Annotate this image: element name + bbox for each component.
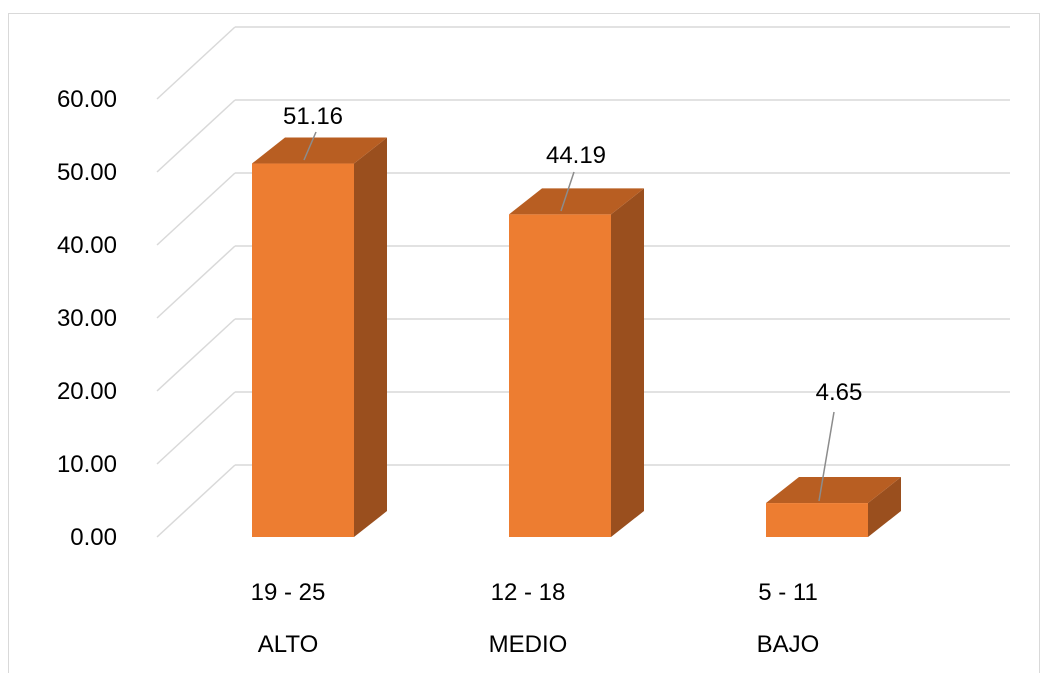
bar-side-face: [611, 188, 644, 537]
data-label: 44.19: [546, 142, 606, 169]
bar-side-face: [354, 137, 387, 538]
category-range-label: 5 - 11: [758, 579, 818, 606]
data-label-leader: [818, 411, 835, 502]
bar-medio: [509, 188, 644, 537]
bar-top-face: [509, 188, 644, 215]
gridline-side: [156, 245, 236, 319]
category-range-label: 12 - 18: [491, 579, 566, 606]
bar-top-face: [252, 137, 387, 164]
category-level-label: ALTO: [258, 631, 318, 658]
bar-bajo: [766, 477, 901, 537]
bar-alto: [252, 137, 387, 538]
y-tick-label: 10.00: [57, 451, 117, 478]
y-tick-label: 60.00: [57, 86, 117, 113]
data-label: 51.16: [283, 103, 343, 130]
category-level-label: MEDIO: [489, 631, 568, 658]
gridline-side: [156, 99, 236, 173]
bar-top-face: [766, 477, 901, 504]
data-labels: 51.16 44.19 4.65: [283, 103, 863, 502]
y-tick-label: 50.00: [57, 159, 117, 186]
y-tick-label: 20.00: [57, 378, 117, 405]
bar-front-face: [252, 163, 354, 538]
data-label-leader: [303, 131, 317, 161]
gridline-side: [156, 318, 236, 392]
y-tick-label: 0.00: [70, 524, 117, 551]
bar-front-face: [509, 214, 611, 537]
gridline-side: [156, 172, 236, 246]
bar-front-face: [766, 503, 868, 537]
chart-frame: [8, 13, 1040, 673]
data-label: 4.65: [816, 379, 863, 406]
data-label-leader: [560, 171, 575, 212]
y-axis: 0.00 10.00 20.00 30.00 40.00 50.00 60.00: [57, 86, 117, 551]
gridline-side: [156, 391, 236, 465]
category-level-label: BAJO: [757, 631, 820, 658]
bar-side-face: [868, 477, 901, 537]
gridline-side: [156, 464, 236, 538]
x-axis-categories: 19 - 25 ALTO 12 - 18 MEDIO 5 - 11 BAJO: [251, 579, 820, 658]
y-tick-label: 40.00: [57, 232, 117, 259]
y-tick-label: 30.00: [57, 305, 117, 332]
gridline-side: [156, 26, 236, 100]
category-range-label: 19 - 25: [251, 579, 326, 606]
bars: [252, 137, 901, 538]
